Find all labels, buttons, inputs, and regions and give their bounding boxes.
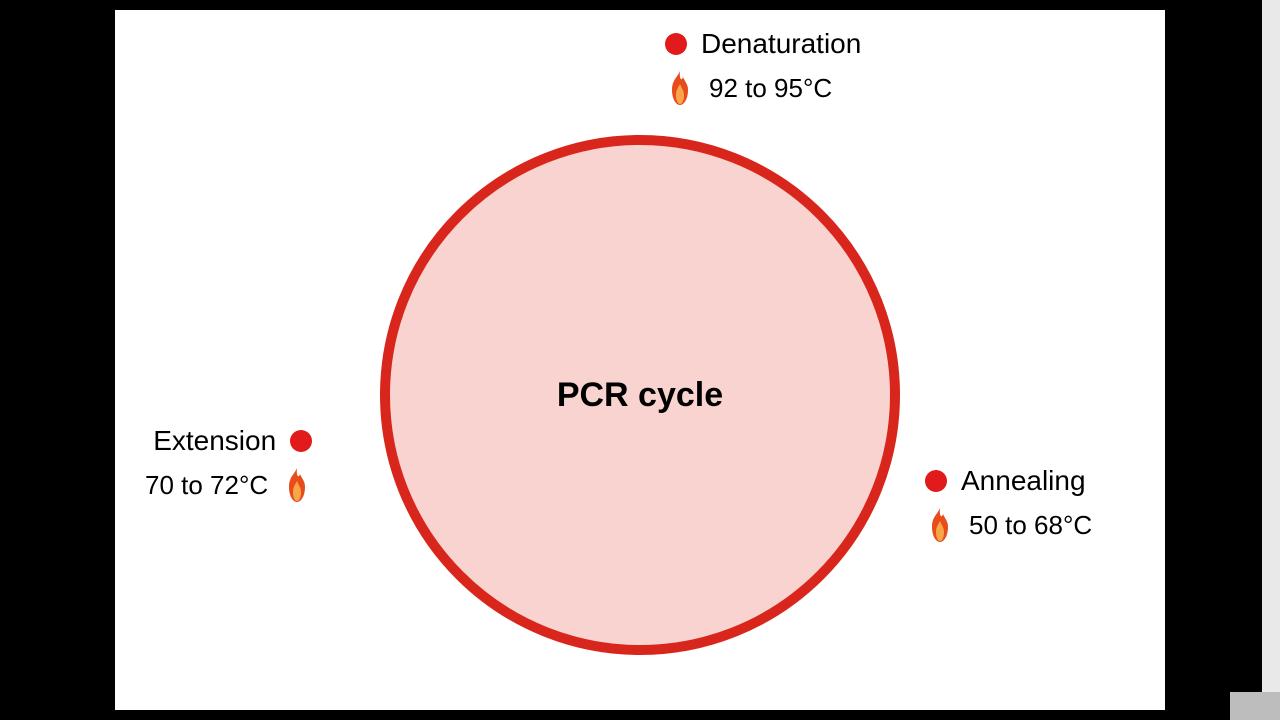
cycle-circle-wrap: PCR cycle	[380, 135, 900, 655]
step-title-row: Annealing	[925, 465, 1092, 497]
step-title: Extension	[153, 425, 276, 457]
step-title: Denaturation	[701, 28, 861, 60]
pcr-cycle-diagram: PCR cycle	[115, 10, 1165, 710]
center-label: PCR cycle	[557, 376, 723, 415]
step-temp: 70 to 72°C	[145, 470, 268, 501]
step-temp: 50 to 68°C	[969, 510, 1092, 541]
step-temp-row: 70 to 72°C	[145, 467, 312, 503]
step-title-row: Extension	[153, 425, 312, 457]
dot-icon	[290, 430, 312, 452]
step-denaturation: Denaturation 92 to 95°C	[665, 28, 861, 106]
flame-icon	[282, 467, 312, 503]
step-extension: Extension 70 to 72°C	[145, 425, 312, 503]
corner-tab	[1230, 692, 1280, 720]
step-temp-row: 50 to 68°C	[925, 507, 1092, 543]
step-temp-row: 92 to 95°C	[665, 70, 861, 106]
right-margin-strip	[1262, 0, 1280, 720]
step-title: Annealing	[961, 465, 1086, 497]
step-title-row: Denaturation	[665, 28, 861, 60]
dot-icon	[925, 470, 947, 492]
step-temp: 92 to 95°C	[709, 73, 832, 104]
flame-icon	[925, 507, 955, 543]
cycle-circle: PCR cycle	[380, 135, 900, 655]
diagram-canvas: PCR cycle	[115, 10, 1165, 710]
step-annealing: Annealing 50 to 68°C	[925, 465, 1092, 543]
dot-icon	[665, 33, 687, 55]
flame-icon	[665, 70, 695, 106]
